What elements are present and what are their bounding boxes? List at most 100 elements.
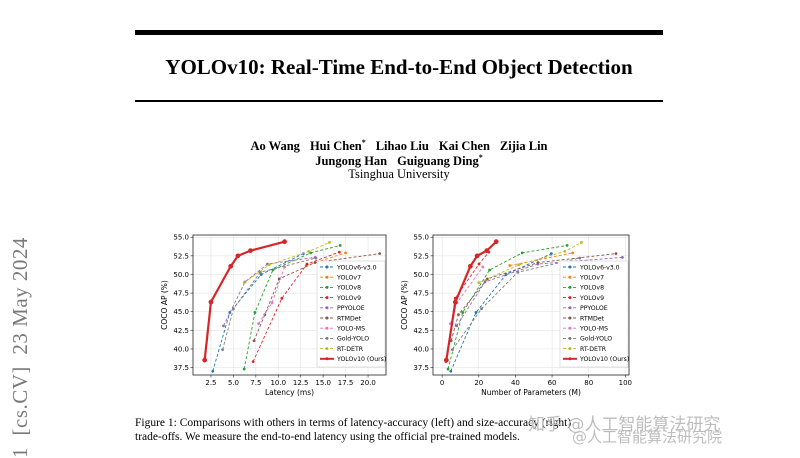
author-name: Ao Wang bbox=[250, 139, 300, 154]
x-tick-label: 80 bbox=[584, 379, 593, 387]
data-point bbox=[228, 263, 234, 269]
legend-label: YOLOv9 bbox=[336, 295, 361, 302]
y-tick-label: 50.0 bbox=[413, 271, 429, 279]
data-point bbox=[504, 273, 508, 276]
data-point bbox=[480, 307, 483, 311]
data-point bbox=[231, 307, 235, 311]
y-tick-label: 37.5 bbox=[173, 364, 189, 372]
legend-marker bbox=[568, 357, 572, 361]
legend-marker bbox=[568, 285, 572, 289]
y-tick-label: 45.0 bbox=[413, 308, 429, 316]
x-axis-label: Latency (ms) bbox=[265, 388, 314, 397]
data-point bbox=[248, 248, 253, 254]
title-bottom-rule bbox=[135, 100, 663, 102]
series-line-yolov9 bbox=[252, 251, 340, 362]
y-tick-label: 40.0 bbox=[413, 345, 429, 353]
series-line-rtmdet bbox=[450, 253, 617, 341]
legend-marker bbox=[325, 336, 329, 340]
series-line-yolov8 bbox=[447, 244, 568, 370]
legend-label: PPYOLOE bbox=[580, 305, 608, 312]
y-tick-label: 55.0 bbox=[413, 234, 429, 242]
author-name: Lihao Liu bbox=[375, 139, 429, 154]
data-point bbox=[446, 367, 450, 371]
y-tick-label: 55.0 bbox=[173, 234, 189, 242]
series-line-ppyoloe bbox=[456, 256, 623, 327]
authors-line-1: Ao Wang Hui Chen* Lihao Liu Kai Chen Zijia L… bbox=[135, 138, 663, 154]
legend-marker bbox=[325, 306, 329, 310]
data-point bbox=[443, 357, 449, 363]
legend-marker bbox=[568, 275, 572, 279]
data-point bbox=[565, 244, 569, 247]
title-top-rule bbox=[135, 30, 663, 35]
y-tick-label: 47.5 bbox=[413, 290, 429, 298]
legend-label: RT-DETR bbox=[580, 346, 607, 353]
x-tick-label: 5.0 bbox=[228, 379, 239, 387]
y-tick-label: 47.5 bbox=[173, 290, 189, 298]
series-line-gold-yolo bbox=[222, 257, 317, 350]
legend-label: RTMDet bbox=[337, 315, 362, 322]
data-point bbox=[477, 281, 481, 285]
legend-label: YOLOv10 (Ours) bbox=[336, 356, 386, 363]
legend-marker bbox=[325, 296, 329, 300]
x-tick-label: 60 bbox=[548, 379, 557, 387]
y-tick-label: 37.5 bbox=[413, 364, 429, 372]
series-line-yolov8 bbox=[243, 244, 341, 370]
affiliation: Tsinghua University bbox=[348, 167, 450, 181]
data-point bbox=[488, 268, 492, 272]
data-point bbox=[516, 270, 520, 274]
legend-marker bbox=[325, 275, 329, 279]
x-tick-label: 10.0 bbox=[270, 379, 286, 387]
legend-marker bbox=[568, 347, 572, 351]
x-tick-label: 20.0 bbox=[360, 379, 376, 387]
y-axis-label: COCO AP (%) bbox=[400, 280, 409, 330]
legend-marker bbox=[568, 296, 572, 300]
plot-frame bbox=[192, 234, 387, 376]
series-line-rt-detr bbox=[478, 242, 582, 284]
data-point bbox=[493, 239, 499, 245]
author-name: Guiguang Ding* bbox=[397, 153, 483, 169]
series-line-yolov7 bbox=[305, 252, 346, 266]
data-point bbox=[211, 369, 215, 373]
legend-label: Gold-YOLO bbox=[580, 336, 612, 343]
author-name: Jungong Han bbox=[315, 154, 388, 169]
legend-label: YOLOv8 bbox=[336, 285, 361, 292]
legend-label: PPYOLOE bbox=[337, 305, 365, 312]
series-line-yolov6-v3-0 bbox=[450, 253, 552, 372]
legend-label: YOLOv7 bbox=[579, 275, 604, 282]
data-point bbox=[270, 301, 274, 305]
data-point bbox=[307, 249, 311, 253]
data-point bbox=[253, 311, 257, 314]
figure-caption: Figure 1: Comparisons with others in ter… bbox=[135, 416, 663, 444]
series-line-yolov7 bbox=[509, 252, 573, 266]
data-point bbox=[536, 261, 540, 264]
legend-label: YOLOv10 (Ours) bbox=[579, 356, 629, 363]
legend-marker bbox=[325, 265, 329, 269]
legend-marker bbox=[568, 326, 572, 330]
series-line-rt-detr bbox=[243, 242, 330, 284]
series-line-yolov10-ours- bbox=[203, 240, 285, 361]
data-point bbox=[571, 251, 575, 255]
data-point bbox=[477, 262, 481, 266]
legend-marker bbox=[325, 316, 329, 320]
data-point bbox=[242, 281, 246, 285]
author-name: Hui Chen* bbox=[309, 138, 366, 154]
y-tick-label: 42.5 bbox=[413, 327, 429, 335]
data-point bbox=[508, 264, 512, 267]
data-point bbox=[258, 270, 262, 274]
watermark-institute: @人工智能算法研究院 bbox=[572, 428, 723, 446]
data-point bbox=[451, 348, 454, 352]
legend-label: YOLO-MS bbox=[579, 326, 608, 333]
x-tick-label: 40 bbox=[511, 379, 520, 387]
legend-box bbox=[559, 260, 629, 368]
legend-label: YOLOv6-v3.0 bbox=[579, 264, 620, 271]
series-line-yolov6-v3-0 bbox=[212, 253, 304, 372]
legend-label: YOLOv9 bbox=[579, 295, 604, 302]
data-point bbox=[449, 369, 453, 373]
plot-frame bbox=[432, 234, 630, 376]
data-point bbox=[517, 263, 521, 267]
legend-label: YOLO-MS bbox=[336, 326, 365, 333]
y-tick-label: 42.5 bbox=[173, 327, 189, 335]
data-point bbox=[474, 253, 480, 259]
data-point bbox=[251, 360, 255, 363]
data-point bbox=[452, 299, 458, 305]
